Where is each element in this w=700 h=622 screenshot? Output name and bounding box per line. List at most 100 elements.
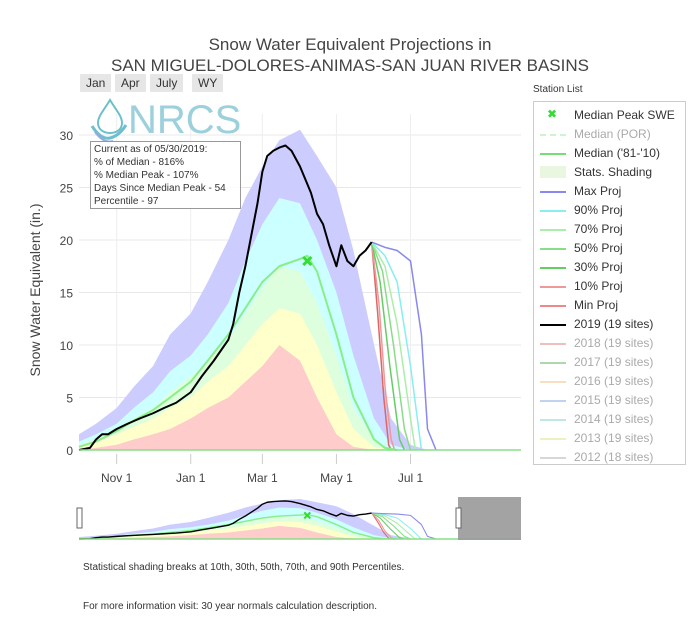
legend-item-2017-19-sites[interactable]: 2017 (19 sites) (534, 353, 685, 372)
legend-label: Median (POR) (574, 127, 651, 141)
legend-item-2012-18-sites[interactable]: 2012 (18 sites) (534, 448, 685, 467)
series-lines (78, 144, 521, 451)
legend-title: Station List (533, 84, 583, 95)
series-line-max-proj (371, 241, 437, 451)
x-tick-label: Mar 1 (247, 471, 278, 485)
legend-item-max-proj[interactable]: Max Proj (534, 182, 685, 201)
median-peak-marker (302, 255, 313, 267)
legend-item-median-por[interactable]: Median (POR) (534, 125, 685, 144)
series-line-30-proj (370, 241, 406, 451)
legend-label: 2013 (19 sites) (574, 431, 654, 445)
legend-item-2019-19-sites[interactable]: 2019 (19 sites) (534, 315, 685, 334)
x-tick-label: Jul 1 (398, 471, 424, 485)
y-tick-label: 25 (60, 182, 74, 196)
x-tick-label: Jan 1 (176, 471, 206, 485)
info-footnote[interactable]: For more information visit: 30 year norm… (83, 601, 378, 612)
series-line-90-proj (371, 241, 423, 451)
series-line-30-proj (371, 512, 405, 540)
range-button-july[interactable]: July (150, 74, 184, 92)
legend-item-stats-shading[interactable]: Stats. Shading (534, 163, 685, 182)
navigator-left-handle[interactable] (76, 507, 83, 529)
legend-label: Min Proj (574, 298, 619, 312)
legend-item-90-proj[interactable]: 90% Proj (534, 201, 685, 220)
info-line-percentile: Percentile - 97 (94, 196, 159, 207)
legend-item-2018-19-sites[interactable]: 2018 (19 sites) (534, 334, 685, 353)
legend-label: Median ('81-'10) (574, 146, 660, 160)
range-button-apr[interactable]: Apr (115, 74, 146, 92)
series-line-70-proj (370, 241, 417, 451)
x-tick-label: Nov 1 (101, 471, 133, 485)
legend-swatch (540, 166, 566, 178)
legend-item-50-proj[interactable]: 50% Proj (534, 239, 685, 258)
legend-swatch (540, 267, 566, 269)
legend-item-2015-19-sites[interactable]: 2015 (19 sites) (534, 391, 685, 410)
legend-swatch: ✖ (547, 107, 558, 121)
legend-item-2014-19-sites[interactable]: 2014 (19 sites) (534, 410, 685, 429)
range-navigator[interactable] (76, 497, 521, 540)
y-tick-label: 20 (60, 234, 74, 248)
legend-label: 30% Proj (574, 260, 623, 274)
y-tick-label: 0 (66, 444, 73, 458)
nav-median-peak-marker (303, 511, 311, 520)
legend-swatch (540, 343, 566, 345)
legend-item-70-proj[interactable]: 70% Proj (534, 220, 685, 239)
series-line-70-proj (371, 512, 416, 540)
legend-label: 2018 (19 sites) (574, 336, 654, 350)
series-line-10-proj (370, 242, 396, 451)
range-button-jan[interactable]: Jan (80, 74, 112, 92)
legend-swatch (540, 286, 566, 288)
navigator-right-handle[interactable] (455, 507, 462, 529)
legend-item-median-81-10[interactable]: Median ('81-'10) (534, 144, 685, 163)
navigator-mask (458, 497, 521, 540)
legend-label: 70% Proj (574, 222, 623, 236)
legend-item-min-proj[interactable]: Min Proj (534, 296, 685, 315)
series-line-10-proj (371, 512, 395, 540)
series-line-50-proj (370, 241, 412, 451)
info-line-days-since-peak: Days Since Median Peak - 54 (94, 183, 226, 194)
legend-swatch (540, 305, 566, 307)
series-line-max-proj (371, 512, 437, 540)
x-tick-label: May 1 (320, 471, 353, 485)
info-line-pct-median-peak: % Median Peak - 107% (94, 170, 199, 181)
current-stats-box: Current as of 05/30/2019: % of Median - … (90, 141, 241, 209)
legend-item-30-proj[interactable]: 30% Proj (534, 258, 685, 277)
series-line-2019-19-sites (78, 144, 373, 451)
legend-swatch (540, 153, 566, 155)
legend-swatch (540, 210, 566, 212)
legend-item-2013-19-sites[interactable]: 2013 (19 sites) (534, 429, 685, 448)
legend-label: 50% Proj (574, 241, 623, 255)
y-tick-label: 10 (60, 339, 74, 353)
logo-text: NRCS (128, 98, 241, 142)
legend-label: 90% Proj (574, 203, 623, 217)
legend-swatch (540, 400, 566, 402)
navigator-shading (79, 498, 449, 539)
legend-swatch (540, 229, 566, 231)
legend-item-2016-19-sites[interactable]: 2016 (19 sites) (534, 372, 685, 391)
chart-title-line1: Snow Water Equivalent Projections in (208, 35, 492, 54)
legend: ✖ Median Peak SWE Median (POR) Median ('81-… (533, 101, 686, 465)
range-button-wy[interactable]: WY (192, 74, 224, 92)
legend-swatch (540, 438, 566, 440)
series-line-2019-19-sites (78, 500, 372, 540)
series-line-50-proj (371, 512, 411, 540)
legend-swatch (540, 324, 566, 326)
legend-swatch (540, 381, 566, 383)
legend-swatch (540, 191, 566, 193)
nav-band-10 (79, 525, 449, 539)
legend-item-median-peak-swe[interactable]: ✖ Median Peak SWE (534, 106, 685, 125)
legend-label: 2019 (19 sites) (574, 317, 654, 331)
legend-label: 2017 (19 sites) (574, 355, 654, 369)
info-line-pct-median: % of Median - 816% (94, 157, 185, 168)
y-tick-label: 5 (66, 392, 73, 406)
legend-swatch (540, 248, 566, 250)
legend-label: 2014 (19 sites) (574, 412, 654, 426)
chart-title-line2: SAN MIGUEL-DOLORES-ANIMAS-SAN JUAN RIVER… (111, 56, 589, 75)
info-line-current: Current as of 05/30/2019: (94, 144, 208, 155)
axes: 0 5 10 15 20 25 30 Nov 1 Jan 1 Mar 1 May 1 Jul 1 (60, 129, 424, 485)
legend-item-10-proj[interactable]: 10% Proj (534, 277, 685, 296)
y-axis-label: Snow Water Equivalent (in.) (27, 204, 43, 377)
legend-label: 2012 (18 sites) (574, 450, 654, 464)
legend-swatch (540, 419, 566, 421)
y-tick-label: 30 (60, 129, 74, 143)
